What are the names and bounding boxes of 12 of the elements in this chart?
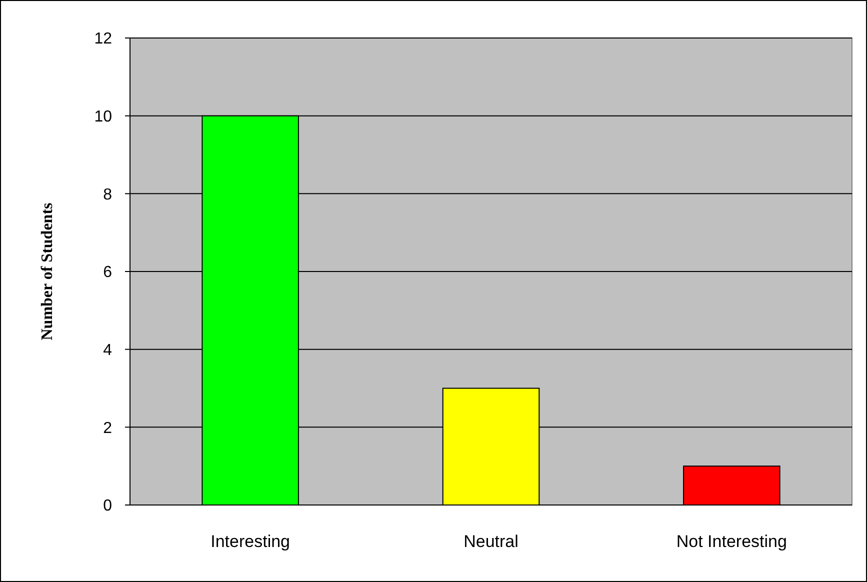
y-tick-label: 10 — [94, 108, 112, 126]
y-tick-label: 8 — [103, 186, 112, 204]
y-tick-label: 4 — [103, 342, 112, 359]
x-tick-label: Not Interesting — [676, 532, 787, 551]
x-tick-label: Neutral — [464, 532, 518, 551]
y-tick-label: 2 — [103, 420, 112, 437]
y-tick-label: 12 — [94, 30, 112, 48]
y-tick-label: 0 — [103, 498, 112, 515]
y-axis-title: Number of Students — [39, 202, 56, 340]
bar — [683, 466, 780, 506]
x-tick-label: Interesting — [210, 532, 290, 551]
y-tick-label: 6 — [103, 264, 112, 282]
